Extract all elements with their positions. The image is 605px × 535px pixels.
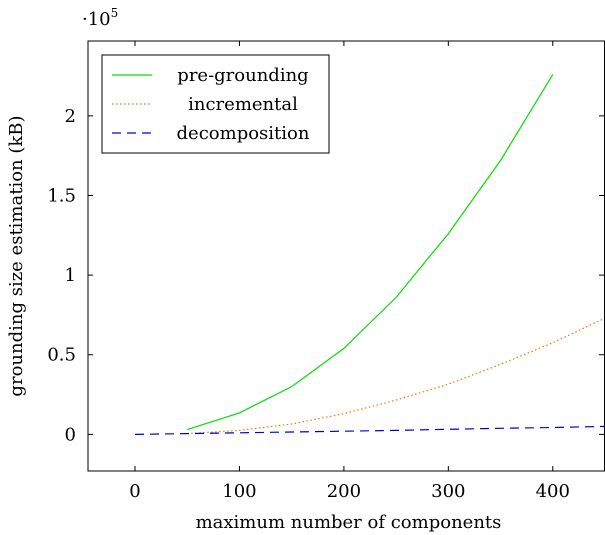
legend-label-incremental: incremental [188,94,298,115]
ticks-layer: 0 100 200 300 400 0 0.5 1 1.5 2 [47,41,604,502]
legend-box [101,54,330,154]
y-axis-title: grounding size estimation (kB) [6,115,27,396]
legend-label-decomposition: decomposition [177,123,310,144]
y-tick-label: 1 [65,265,76,286]
y-tick-label: 0 [65,424,76,445]
x-tick-label: 400 [536,481,570,502]
legend-label-pre-grounding: pre-grounding [177,65,308,86]
x-tick-label: 100 [222,481,256,502]
legend: pre-grounding incremental decomposition [101,54,330,154]
series-line-decomposition [134,425,605,435]
y-axis-multiplier: ·105 [82,6,118,30]
y-tick-label: 1.5 [47,185,76,206]
x-tick-label: 300 [431,481,465,502]
series-line-incremental [187,317,605,435]
x-axis-title: maximum number of components [196,512,502,533]
series-layer [134,74,605,435]
series-line-pre-grounding [187,74,554,431]
y-tick-label: 0.5 [47,345,76,366]
x-tick-label: 200 [327,481,361,502]
x-tick-label: 0 [129,481,140,502]
y-tick-label: 2 [65,106,76,127]
